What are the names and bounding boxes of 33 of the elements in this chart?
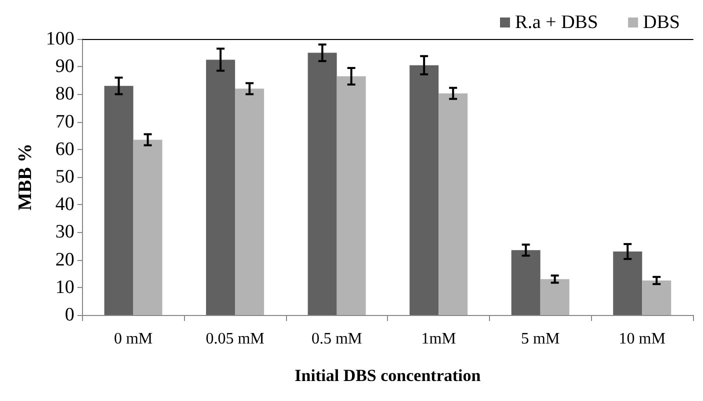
- bar: [104, 86, 134, 315]
- y-tick-label: 50: [55, 166, 74, 188]
- legend-label: R.a + DBS: [515, 12, 598, 33]
- x-tick-label: 1mM: [421, 330, 456, 348]
- bar: [235, 88, 264, 315]
- bar: [438, 93, 468, 315]
- bar: [613, 252, 642, 315]
- y-tick-label: 20: [55, 249, 74, 270]
- x-axis-title: Initial DBS concentration: [294, 366, 482, 385]
- legend-label: DBS: [643, 12, 680, 33]
- x-tick-label: 0.05 mM: [206, 330, 264, 348]
- y-tick-label: 60: [55, 138, 74, 160]
- y-tick-label: 40: [55, 194, 74, 216]
- y-tick-label: 80: [55, 84, 74, 105]
- bar: [206, 60, 236, 315]
- bar: [540, 279, 570, 315]
- bar: [308, 52, 337, 315]
- y-tick-label: 70: [55, 111, 74, 132]
- y-tick-label: 90: [55, 56, 74, 78]
- x-tick-label: 10 mM: [618, 330, 666, 348]
- x-tick-label: 5 mM: [521, 330, 560, 348]
- y-tick-label: 100: [46, 28, 74, 50]
- y-tick-label: 30: [55, 222, 74, 243]
- bar: [133, 140, 162, 315]
- y-tick-label: 10: [55, 276, 74, 298]
- y-tick-label: 0: [64, 304, 74, 326]
- x-tick-label: 0.5 mM: [311, 330, 362, 348]
- bar: [511, 250, 540, 315]
- y-axis-title: MBB %: [15, 143, 36, 211]
- bar: [642, 280, 672, 315]
- bar: [410, 65, 439, 315]
- bar: [336, 76, 366, 315]
- x-tick-label: 0 mM: [114, 330, 153, 348]
